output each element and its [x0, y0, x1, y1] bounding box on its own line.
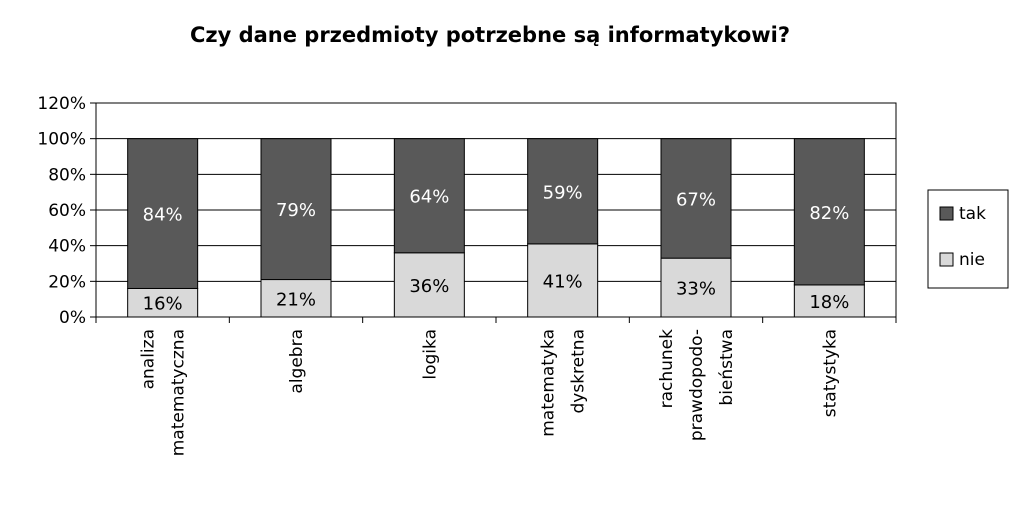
x-tick-label: prawdopodo-	[687, 329, 707, 441]
legend-swatch-tak	[939, 206, 954, 221]
data-label-nie: 18%	[809, 292, 849, 313]
x-tick-label: bieństwa	[717, 329, 737, 406]
data-label-nie: 16%	[143, 294, 183, 315]
data-label-tak: 64%	[409, 187, 449, 208]
chart-title: Czy dane przedmioty potrzebne są informa…	[190, 23, 790, 47]
legend-swatch-nie	[939, 252, 954, 267]
bar-tak	[393, 138, 465, 254]
data-label-tak: 79%	[276, 200, 316, 221]
data-label-nie: 33%	[676, 279, 716, 300]
bar-tak	[127, 138, 199, 289]
legend-box	[927, 189, 1009, 289]
data-label-tak: 59%	[543, 182, 583, 203]
bar-nie	[393, 252, 465, 318]
data-label-nie: 41%	[543, 271, 583, 292]
x-tick-label: statystyka	[820, 329, 840, 417]
data-label-nie: 36%	[409, 276, 449, 297]
y-tick-label: 40%	[48, 237, 86, 257]
legend-label-tak: tak	[959, 204, 986, 224]
x-tick-label: rachunek	[657, 329, 677, 409]
legend: tak nie	[927, 189, 1009, 289]
data-label-tak: 67%	[676, 189, 716, 210]
x-category-label: rachunek prawdopodo-bieństwa	[657, 329, 737, 441]
x-category-label: analiza matematyczna	[139, 329, 189, 456]
x-tick-label: matematyka	[539, 329, 559, 437]
bar-nie	[793, 284, 865, 318]
bar-tak	[660, 138, 732, 259]
bar-tak	[527, 138, 599, 245]
x-category-label: statystyka	[820, 329, 840, 417]
bar-nie	[660, 257, 732, 318]
x-tick-label: algebra	[287, 329, 307, 394]
x-tick-label: logika	[420, 329, 440, 380]
x-tick-label: analiza	[139, 329, 159, 389]
bar-tak	[793, 138, 865, 286]
data-label-nie: 21%	[276, 289, 316, 310]
data-label-tak: 82%	[809, 203, 849, 224]
y-tick-label: 60%	[48, 201, 86, 221]
y-tick-label: 100%	[37, 130, 86, 150]
y-tick-label: 0%	[59, 308, 86, 328]
x-category-label: matematyka dyskretna	[539, 329, 589, 437]
bar-tak	[260, 138, 332, 281]
bar-nie	[127, 287, 199, 318]
y-tick-label: 120%	[37, 94, 86, 114]
data-label-tak: 84%	[143, 205, 183, 226]
bar-nie	[527, 243, 599, 318]
plot-area: 0% 20% 40% 60% 80% 100% 120% 16% 84% analiza matem…	[37, 94, 897, 456]
y-tick-label: 80%	[48, 165, 86, 185]
legend-label-nie: nie	[959, 250, 985, 270]
x-category-label: logika	[420, 329, 440, 380]
y-tick-label: 20%	[48, 272, 86, 292]
x-category-label: algebra	[287, 329, 307, 394]
x-tick-label: matematyczna	[169, 329, 189, 456]
x-tick-label: dyskretna	[569, 329, 589, 414]
